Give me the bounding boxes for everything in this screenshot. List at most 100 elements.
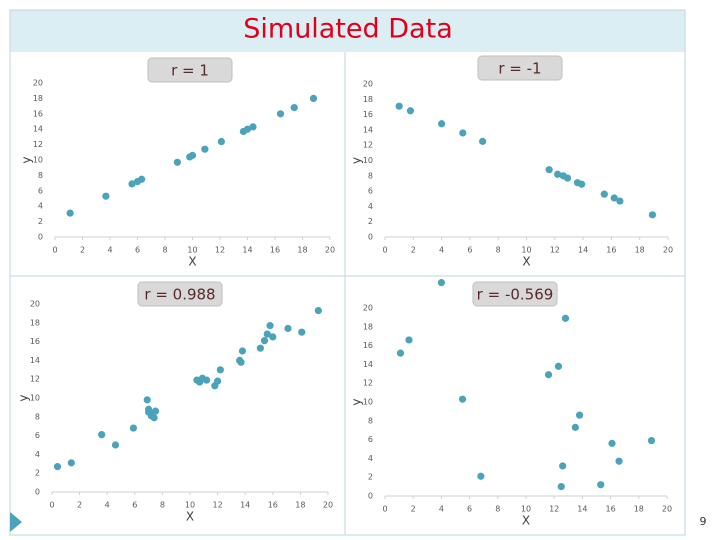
point (557, 483, 565, 491)
x-tick-label: 8 (162, 246, 167, 255)
point (290, 104, 298, 112)
point (102, 192, 110, 200)
x-tick-label: 12 (215, 246, 225, 255)
y-tick-label: 10 (33, 156, 43, 165)
y-tick-label: 6 (38, 186, 43, 195)
y-tick-label: 6 (35, 431, 40, 440)
y-tick-label: 14 (363, 360, 373, 369)
x-tick-label: 6 (135, 246, 140, 255)
x-tick-label: 6 (467, 246, 472, 255)
page-number: 9 (700, 515, 707, 528)
x-axis-label: X (188, 255, 196, 269)
x-axis-label: X (522, 514, 530, 528)
y-tick-label: 16 (363, 341, 373, 350)
point (314, 306, 322, 315)
slide-border (9, 9, 686, 536)
x-tick-label: 2 (411, 246, 416, 255)
annotation-box (472, 281, 558, 307)
point (201, 145, 209, 153)
annotation: r = -1 (498, 60, 541, 78)
x-tick-label: 16 (606, 505, 616, 514)
x-tick-label: 4 (439, 246, 444, 255)
y-tick-label: 6 (368, 187, 373, 196)
x-tick-label: 14 (242, 246, 252, 255)
point (217, 137, 225, 146)
x-tick-label: 10 (187, 246, 197, 255)
point (406, 107, 415, 115)
y-axis-label: y (20, 156, 34, 163)
x-tick-label: 2 (77, 501, 82, 510)
point (138, 175, 146, 183)
x-tick-label: 8 (496, 246, 501, 255)
x-tick-label: 16 (270, 246, 280, 255)
slide-title: Simulated Data (243, 14, 453, 45)
x-tick-label: 8 (160, 501, 165, 510)
y-tick-label: 12 (30, 375, 40, 384)
point (438, 120, 446, 128)
y-axis-label: y (350, 398, 364, 405)
y-tick-label: 0 (368, 492, 373, 501)
point (561, 314, 570, 322)
annotation: r = 0.988 (144, 286, 215, 304)
x-tick-label: 0 (52, 246, 57, 255)
point (243, 125, 252, 133)
x-tick-label: 18 (635, 246, 645, 255)
y-tick-label: 6 (368, 435, 373, 444)
y-tick-label: 8 (368, 171, 373, 180)
point (575, 411, 584, 419)
y-tick-label: 4 (38, 202, 43, 211)
point (396, 349, 405, 357)
point (298, 328, 306, 336)
point (263, 330, 271, 338)
y-tick-label: 14 (33, 125, 43, 134)
y-tick-label: 18 (363, 95, 373, 104)
point (66, 209, 74, 217)
point (173, 158, 181, 166)
x-axis-label: X (186, 510, 194, 524)
point (395, 102, 403, 110)
point (260, 337, 269, 345)
point (202, 376, 211, 384)
point (214, 377, 222, 385)
point (237, 358, 245, 366)
annotation-box (137, 281, 223, 307)
y-axis-label: y (17, 394, 31, 401)
point (615, 457, 623, 465)
y-tick-label: 4 (35, 450, 40, 459)
y-tick-label: 0 (38, 233, 43, 242)
y-tick-label: 12 (363, 141, 373, 150)
y-tick-label: 2 (35, 469, 40, 478)
point (571, 423, 579, 431)
annotation-box (477, 55, 563, 81)
point (477, 472, 485, 480)
point (597, 481, 605, 489)
x-tick-label: 10 (185, 501, 195, 510)
x-tick-label: 12 (550, 246, 560, 255)
y-tick-label: 0 (368, 233, 373, 242)
x-tick-label: 20 (662, 505, 672, 514)
x-tick-label: 4 (107, 246, 112, 255)
point (309, 94, 318, 102)
point (266, 322, 274, 330)
y-tick-label: 12 (363, 379, 373, 388)
point (249, 123, 257, 131)
point (610, 194, 618, 202)
point (188, 151, 197, 159)
point (128, 180, 136, 188)
x-tick-label: 16 (268, 501, 278, 510)
x-tick-label: 2 (411, 505, 416, 514)
point (405, 336, 413, 344)
y-tick-label: 4 (368, 454, 373, 463)
annotation: r = -0.569 (477, 286, 554, 304)
point (554, 362, 563, 370)
point (129, 424, 138, 432)
annotation: r = 1 (171, 62, 209, 80)
point (559, 462, 567, 470)
point (648, 211, 657, 219)
y-tick-label: 4 (368, 202, 373, 211)
y-tick-label: 18 (33, 94, 43, 103)
point (67, 459, 75, 467)
title-band (10, 10, 685, 52)
y-tick-label: 14 (30, 356, 40, 365)
